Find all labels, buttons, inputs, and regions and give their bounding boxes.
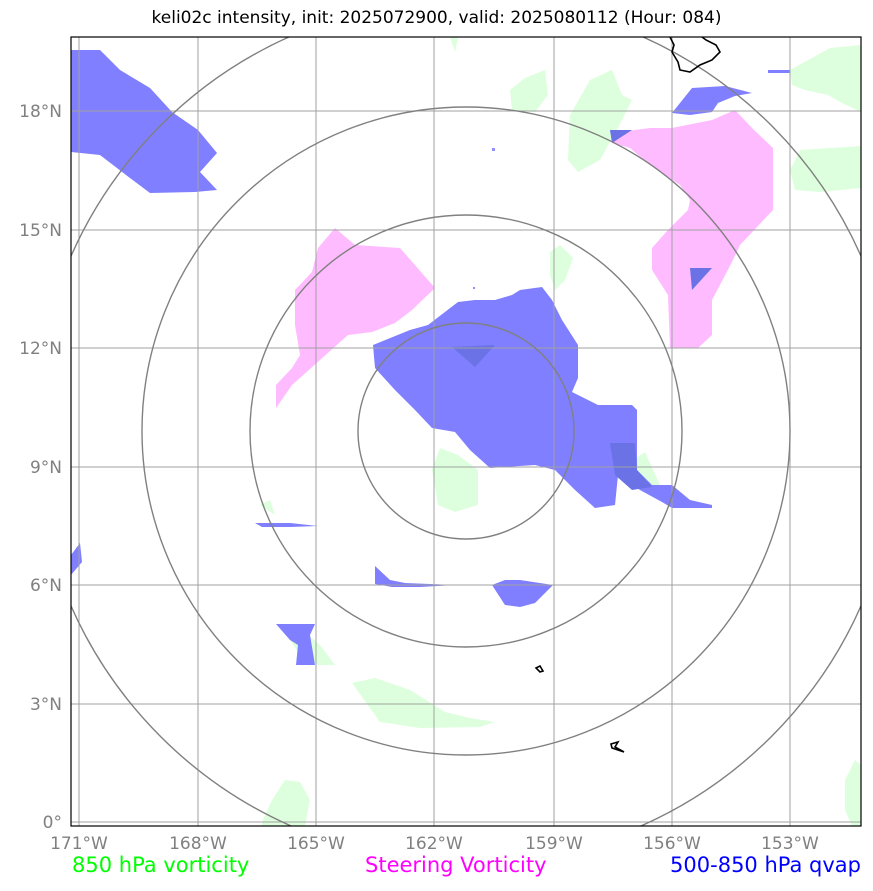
legend-vorticity: 850 hPa vorticity xyxy=(72,853,250,877)
range-rings xyxy=(71,37,861,826)
lat-label: 3°N xyxy=(30,695,62,715)
map-plot-area xyxy=(71,37,861,826)
lat-label: 6°N xyxy=(30,576,62,596)
lat-tick-labels: 0° 3°N 6°N 9°N 12°N 15°N 18°N xyxy=(19,102,62,833)
plot-frame xyxy=(70,36,862,827)
coastlines xyxy=(534,37,721,753)
lat-label: 12°N xyxy=(19,339,62,359)
lon-label: 162°W xyxy=(405,834,463,854)
lat-label: 15°N xyxy=(19,221,62,241)
lat-label: 9°N xyxy=(30,458,62,478)
legend-steering-vorticity: Steering Vorticity xyxy=(365,853,547,877)
chart-title: keli02c intensity, init: 2025072900, val… xyxy=(151,8,722,28)
lon-label: 168°W xyxy=(169,834,227,854)
vorticity-contours xyxy=(260,37,861,826)
lat-label: 0° xyxy=(43,813,62,833)
lon-label: 156°W xyxy=(643,834,701,854)
lon-label: 159°W xyxy=(525,834,583,854)
small-features xyxy=(473,148,495,289)
legend-qvap: 500-850 hPa qvap xyxy=(670,853,861,877)
graticule xyxy=(71,37,861,826)
lon-tick-labels: 171°W 168°W 165°W 162°W 159°W 156°W 153°… xyxy=(50,834,819,854)
lon-label: 153°W xyxy=(761,834,819,854)
lat-label: 18°N xyxy=(19,102,62,122)
lon-label: 171°W xyxy=(50,834,108,854)
lon-label: 165°W xyxy=(287,834,345,854)
